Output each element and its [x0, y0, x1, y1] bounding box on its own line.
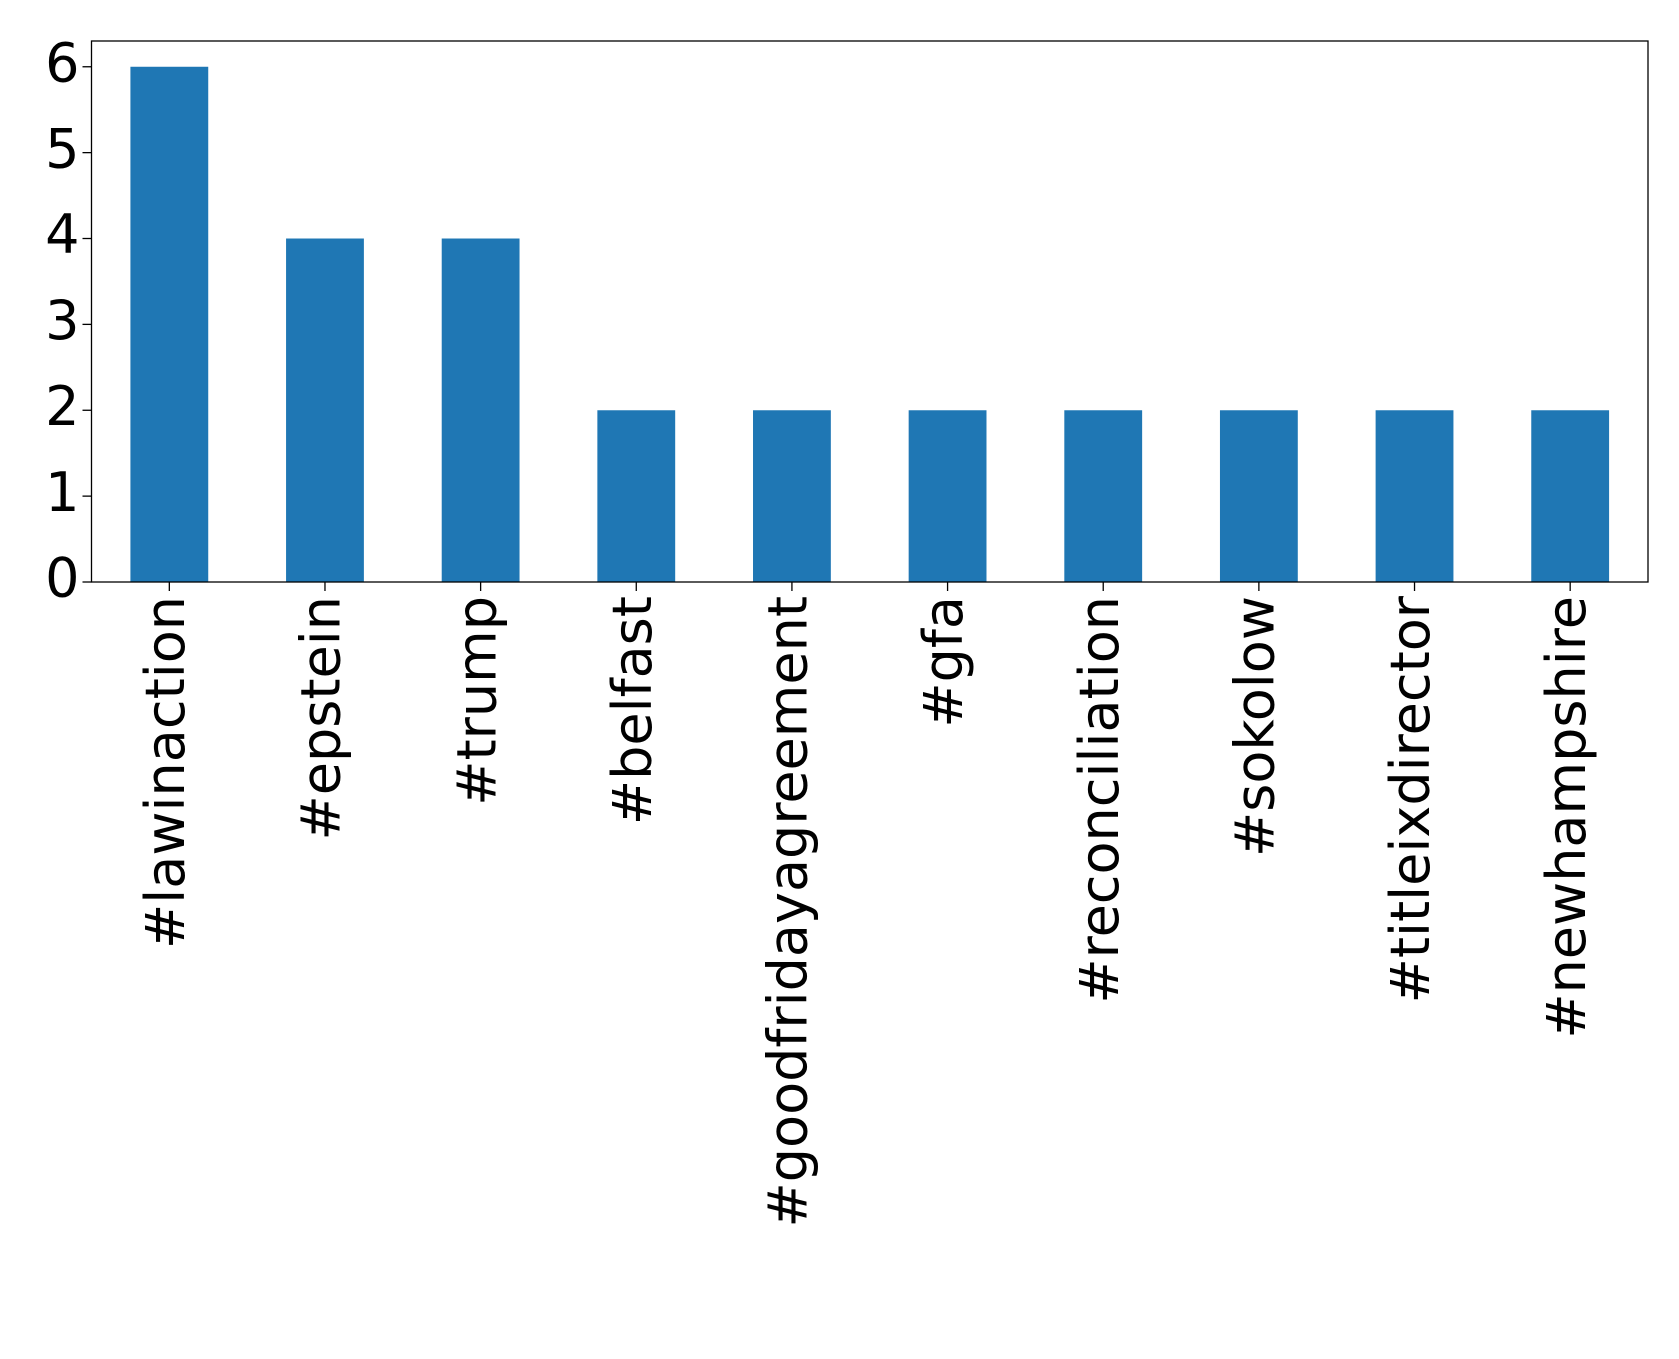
x-tick-label: #reconciliation — [1068, 596, 1131, 1004]
bar — [130, 66, 209, 582]
y-tick-label: 5 — [45, 117, 79, 180]
y-tick-label: 6 — [45, 31, 79, 94]
bar — [1375, 410, 1454, 582]
y-tick-label: 0 — [45, 547, 79, 610]
x-tick-label: #trump — [445, 596, 508, 806]
x-tick-label: #sokolow — [1224, 596, 1287, 857]
bar — [1531, 410, 1610, 582]
x-tick-label: #titleixdirector — [1379, 595, 1442, 1003]
bar — [753, 410, 831, 582]
x-tick-label: #goodfridayagreement — [757, 596, 820, 1227]
y-tick-label: 2 — [45, 375, 79, 438]
bar — [1219, 410, 1298, 582]
plot-frame — [90, 40, 1649, 583]
x-tick-label: #lawinaction — [134, 596, 197, 949]
bar — [1064, 410, 1143, 582]
bar — [441, 238, 520, 582]
bar — [908, 410, 987, 582]
y-tick-label: 1 — [45, 461, 79, 524]
x-tick-label: #belfast — [601, 596, 664, 825]
y-tick-label: 3 — [45, 289, 79, 352]
bar — [286, 238, 364, 582]
x-tick-label: #newhampshire — [1535, 596, 1598, 1039]
bar — [597, 410, 676, 582]
x-tick-label: #epstein — [290, 596, 353, 841]
y-tick-label: 4 — [45, 203, 79, 266]
x-tick-label: #gfa — [912, 596, 975, 728]
